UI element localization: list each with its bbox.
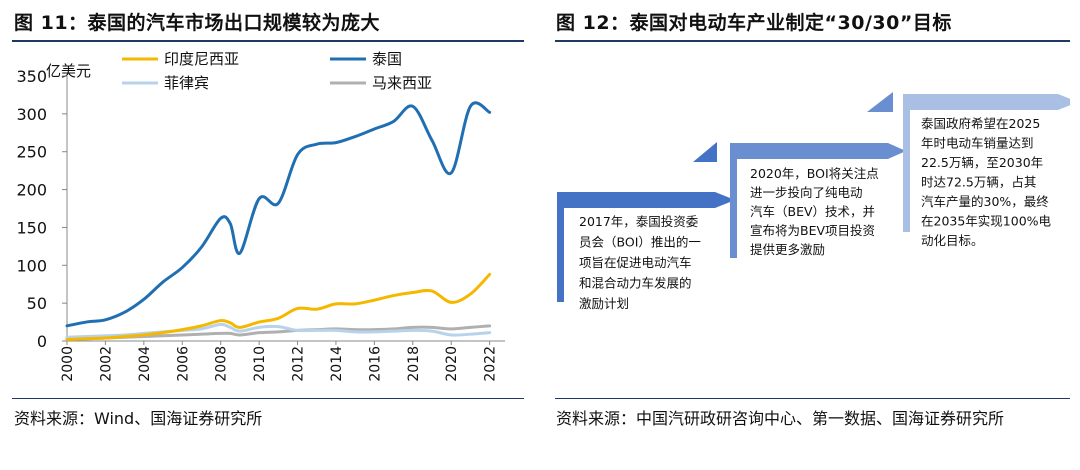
step-1-text-line: 激励计划 xyxy=(579,296,629,311)
step-2-horizontal-bar xyxy=(730,143,906,159)
x-tick-label: 2018 xyxy=(406,346,422,382)
step-1-horizontal-bar xyxy=(557,192,735,208)
step-3-text-line: 年时电动车销量达到 xyxy=(921,136,1034,151)
x-tick-label: 2014 xyxy=(329,346,345,382)
x-tick-label: 2008 xyxy=(214,346,230,382)
series-line-1 xyxy=(65,272,492,341)
y-axis-unit-label: 亿美元 xyxy=(46,62,91,80)
series-line-2 xyxy=(65,101,492,328)
step-3-text: 泰国政府希望在2025 年时电动车销量达到 22.5万辆，至2030年时达72.5万… xyxy=(921,116,1052,248)
left-source-note: 资料来源：Wind、国海证券研究所 xyxy=(14,409,263,428)
y-tick-label: 150 xyxy=(16,218,47,237)
y-tick-label: 100 xyxy=(16,256,47,275)
step-1-vertical-bar xyxy=(557,192,564,302)
x-tick-label: 2012 xyxy=(291,346,307,382)
series-line-3 xyxy=(65,322,492,339)
legend-label: 印度尼西亚 xyxy=(164,50,239,68)
y-tick-label: 0 xyxy=(37,332,47,351)
x-tick-label: 2010 xyxy=(252,346,268,382)
step-2-text-line: 提供更多激励 xyxy=(750,242,825,257)
step-1-text-line: 2017年，泰国投资委 xyxy=(579,214,699,229)
step-2-text: 2020年，BOI将关注点进一步投向了纯电动汽车（BEV）技术，并宣布将为BEV… xyxy=(750,166,879,257)
step-3-text-line: 在2035年实现100%电 xyxy=(921,214,1052,229)
right-source-note: 资料来源：中国汽研政研咨询中心、第一数据、国海证券研究所 xyxy=(556,409,1005,428)
y-tick-label: 300 xyxy=(16,105,47,124)
right-bottom-rule xyxy=(555,398,1070,399)
step-2-text-line: 宣布将为BEV项目投资 xyxy=(750,223,875,238)
step-1-text-line: 和混合动力车发展的 xyxy=(579,276,692,291)
x-tick-label: 2006 xyxy=(175,346,191,382)
x-tick-label: 2022 xyxy=(483,346,499,382)
legend-label: 菲律宾 xyxy=(164,74,209,92)
step-3-text-line: 泰国政府希望在2025 xyxy=(921,116,1040,131)
x-tick-label: 2004 xyxy=(137,346,153,382)
step-3-horizontal-bar xyxy=(903,94,1070,110)
y-tick-label: 200 xyxy=(16,181,47,200)
step-3-text-line: 时达72.5万辆，占其 xyxy=(921,175,1036,190)
y-tick-label: 50 xyxy=(27,294,47,313)
step-1-text-line: 员会（BOI）推出的一 xyxy=(579,235,701,250)
legend-label: 马来西亚 xyxy=(372,74,432,92)
step-1-text-line: 项旨在促进电动汽车 xyxy=(579,255,692,270)
x-tick-label: 2002 xyxy=(98,346,114,382)
right-top-rule xyxy=(555,40,1070,42)
step-connector-arrow-2 xyxy=(867,92,893,112)
step-2-text-line: 进一步投向了纯电动 xyxy=(750,185,863,200)
left-top-rule xyxy=(12,40,524,42)
export-line-chart: 亿美元 0 50 100 150 200 250 300 350 2000 2002 2004 2006… xyxy=(16,50,505,382)
step-3-text-line: 动化目标。 xyxy=(921,233,984,248)
step-2-text-line: 汽车（BEV）技术，并 xyxy=(750,204,875,219)
right-figure-title: 图 12：泰国对电动车产业制定“30/30”目标 xyxy=(556,12,952,34)
legend-label: 泰国 xyxy=(372,50,402,68)
y-tick-label: 350 xyxy=(16,67,47,86)
left-bottom-rule xyxy=(12,398,524,399)
step-3-vertical-bar xyxy=(903,94,910,232)
left-chart-title: 图 11：泰国的汽车市场出口规模较为庞大 xyxy=(14,12,381,34)
step-3-text-line: 22.5万辆，至2030年 xyxy=(921,155,1043,170)
y-tick-label: 250 xyxy=(16,143,47,162)
step-2-vertical-bar xyxy=(730,143,737,258)
step-3-text-line: 汽车产量的30%，最终 xyxy=(921,194,1049,209)
step-2-text-line: 2020年，BOI将关注点 xyxy=(750,166,879,181)
x-tick-label: 2000 xyxy=(60,346,76,382)
ev-policy-steps-diagram: 2017年，泰国投资委员会（BOI）推出的一项旨在促进电动汽车和混合动力车发展的… xyxy=(557,92,1070,311)
step-1-text: 2017年，泰国投资委员会（BOI）推出的一项旨在促进电动汽车和混合动力车发展的… xyxy=(579,214,701,311)
x-tick-label: 2020 xyxy=(444,346,460,382)
step-connector-arrow-1 xyxy=(693,142,717,162)
x-tick-label: 2016 xyxy=(367,346,383,382)
